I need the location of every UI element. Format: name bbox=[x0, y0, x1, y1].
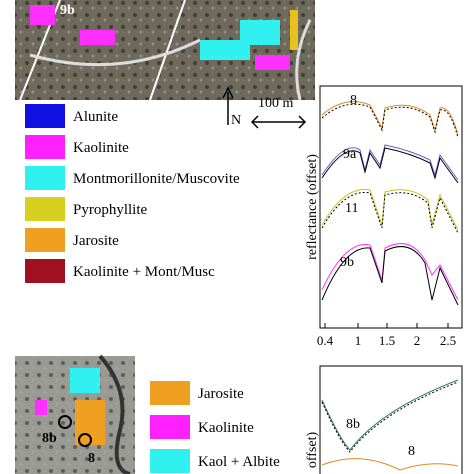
x-tick-label: 1 bbox=[355, 333, 362, 348]
x-tick-label: 2.5 bbox=[440, 333, 456, 348]
legend-label: Kaolinite bbox=[73, 140, 129, 156]
legend-swatch bbox=[150, 415, 190, 439]
scale-bar: 100 m bbox=[250, 96, 307, 129]
legend-label: Kaolinite bbox=[198, 420, 254, 436]
legend-swatch bbox=[25, 197, 65, 221]
x-tick-label: 2 bbox=[414, 333, 421, 348]
y-axis-label: reflectance (offset) bbox=[305, 154, 320, 260]
curve-label: 11 bbox=[345, 201, 358, 216]
legend: Alunite Kaolinite Montmorillonite/Muscovit… bbox=[25, 104, 240, 283]
legend-label: Jarosite bbox=[198, 386, 244, 402]
image-label: 9b bbox=[60, 3, 75, 18]
top-image: 9b bbox=[15, 0, 315, 101]
north-label: N bbox=[231, 113, 241, 128]
bottom-image: 8b 8 bbox=[15, 354, 135, 474]
image-label: 8 bbox=[88, 451, 95, 466]
legend-label: Kaol + Albite bbox=[198, 454, 280, 470]
curve-label: 8b bbox=[346, 417, 360, 432]
legend-swatch bbox=[25, 259, 65, 283]
y-axis-label: offset) bbox=[305, 432, 320, 469]
legend-swatch bbox=[25, 104, 65, 128]
legend-label: Jarosite bbox=[73, 233, 119, 249]
x-tick-label: 1.5 bbox=[379, 333, 395, 348]
x-tick-label: 0.4 bbox=[317, 333, 334, 348]
legend-swatch bbox=[150, 381, 190, 405]
legend-swatch bbox=[150, 449, 190, 473]
bottom-plot: 8b 8 offset) bbox=[305, 365, 463, 474]
legend-swatch bbox=[25, 166, 65, 190]
curve-label: 8 bbox=[408, 444, 415, 459]
curve-label: 9b bbox=[340, 255, 354, 270]
legend-swatch bbox=[25, 228, 65, 252]
legend-label: Pyrophyllite bbox=[73, 202, 148, 218]
spectra-plot: 8 9a 11 9b reflectance (offset) 0.4 1 1.5 2… bbox=[305, 85, 463, 348]
legend-swatch bbox=[25, 135, 65, 159]
north-arrow: N bbox=[222, 86, 241, 128]
scale-label: 100 m bbox=[258, 96, 294, 111]
legend-label: Alunite bbox=[73, 109, 118, 125]
legend-label: Montmorillonite/Muscovite bbox=[73, 171, 240, 187]
bottom-legend: Jarosite Kaolinite Kaol + Albite bbox=[150, 381, 280, 473]
legend-label: Kaolinite + Mont/Musc bbox=[73, 264, 215, 280]
curve-label: 8 bbox=[350, 93, 357, 108]
image-label: 8b bbox=[42, 431, 57, 446]
curve-label: 9a bbox=[343, 147, 357, 162]
